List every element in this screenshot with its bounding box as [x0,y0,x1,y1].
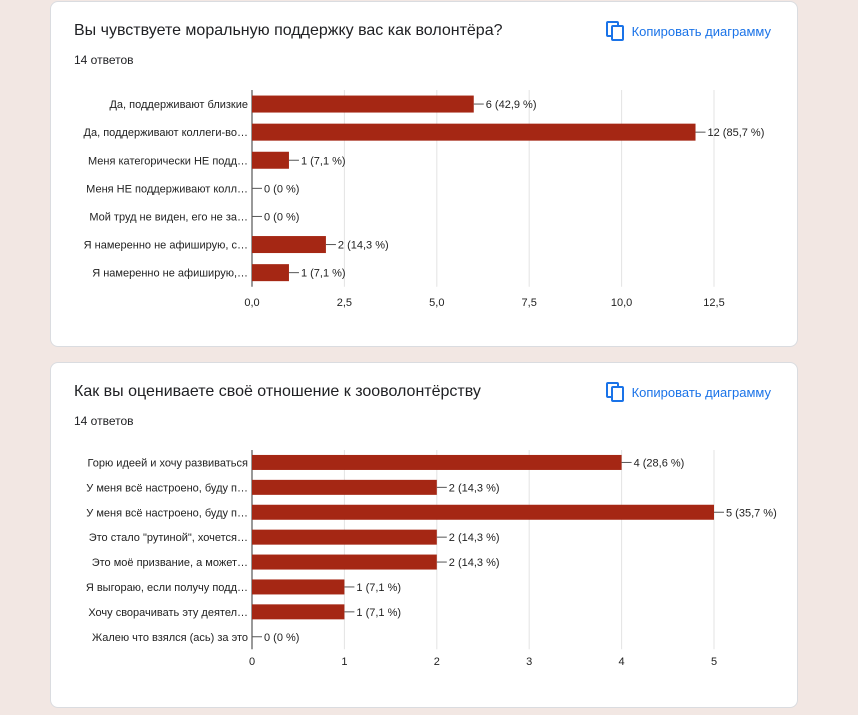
copy-chart-button[interactable]: Копировать диаграмму [605,382,771,402]
x-tick-label: 2 [434,656,440,668]
category-label: Мой труд не виден, его не за… [89,211,248,223]
category-label: Да, поддерживают коллеги-во… [84,127,248,139]
bar [252,151,289,169]
data-label: 1 (7,1 %) [301,155,346,167]
copy-chart-label: Копировать диаграмму [631,23,771,39]
x-tick-label: 12,5 [703,297,724,309]
data-label: 12 (85,7 %) [708,127,765,139]
data-label: 0 (0 %) [264,183,299,195]
copy-icon [605,382,624,402]
category-label: Я намеренно не афиширую,… [92,268,248,280]
data-label: 0 (0 %) [264,632,299,644]
bar [252,264,289,282]
category-label: Горю идеей и хочу развиваться [88,457,249,469]
copy-chart-label: Копировать диаграмму [631,384,771,400]
bar [252,95,474,113]
bar [252,454,622,470]
data-label: 0 (0 %) [264,211,299,223]
x-tick-label: 10,0 [611,297,632,309]
category-label: Это стало "рутиной", хочется… [89,532,248,544]
x-tick-label: 2,5 [337,297,352,309]
copy-chart-button[interactable]: Копировать диаграмму [605,21,771,41]
question-card-moral-support: Вы чувствуете моральную поддержку вас ка… [50,1,798,347]
category-label: Да, поддерживают близкие [109,99,248,111]
x-tick-label: 5 [711,656,717,668]
response-count: 14 ответов [74,414,134,428]
bar [252,479,437,495]
bar-chart-attitude: 0 1 2 3 4 5 Горю идеей и хочу развиваться 4 (28… [86,450,777,668]
copy-icon [605,21,624,41]
question-title: Как вы оцениваете своё отношение к зоово… [74,383,481,400]
bar-chart-moral-support: 0,0 2,5 5,0 7,5 10,0 12,5 Да, поддерживают бли… [84,90,765,309]
x-tick-label: 0,0 [244,297,259,309]
data-label: 2 (14,3 %) [449,557,500,569]
data-label: 2 (14,3 %) [449,482,500,494]
x-tick-label: 0 [249,656,255,668]
data-label: 1 (7,1 %) [356,607,401,619]
data-label: 5 (35,7 %) [726,507,777,519]
data-label: 6 (42,9 %) [486,99,537,111]
category-label: Хочу сворачивать эту деятел… [88,607,248,619]
x-tick-label: 3 [526,656,532,668]
data-label: 2 (14,3 %) [449,532,500,544]
bar [252,529,437,545]
category-label: Жалею что взялся (ась) за это [92,632,248,644]
bar [252,604,345,620]
category-label: У меня всё настроено, буду п… [86,507,248,519]
question-title: Вы чувствуете моральную поддержку вас ка… [74,22,503,39]
category-label: Меня категорически НЕ подд… [88,155,248,167]
bar [252,236,326,254]
bar [252,554,437,570]
data-label: 2 (14,3 %) [338,240,389,252]
category-label: Это моё призвание, а может… [92,557,248,569]
category-label: Меня НЕ поддерживают колл… [86,183,248,195]
bar [252,579,345,595]
x-tick-label: 4 [619,656,625,668]
bar [252,123,696,141]
data-label: 1 (7,1 %) [356,582,401,594]
data-label: 1 (7,1 %) [301,268,346,280]
bar [252,504,714,520]
category-label: Я выгораю, если получу подд… [86,582,248,594]
data-label: 4 (28,6 %) [634,457,685,469]
category-label: Я намеренно не афиширую, с… [84,240,248,252]
category-label: У меня всё настроено, буду п… [86,482,248,494]
x-tick-label: 5,0 [429,297,444,309]
response-count: 14 ответов [74,53,134,67]
x-tick-label: 1 [341,656,347,668]
x-tick-label: 7,5 [522,297,537,309]
question-card-attitude: Как вы оцениваете своё отношение к зоово… [50,362,798,708]
